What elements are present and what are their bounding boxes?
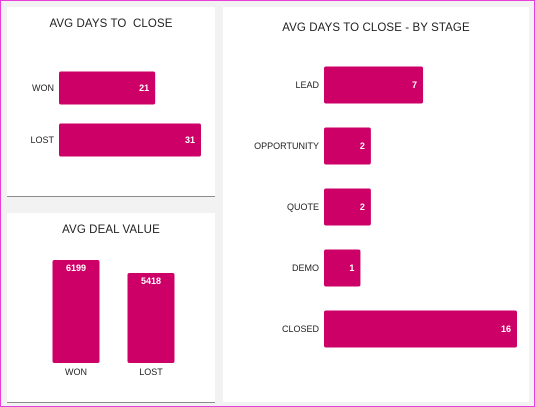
avg-days-by-stage-chart: LEAD 7 OPPORTUNITY 2 QUOTE 2 DEMO 1 CLOSED 16 (254, 66, 517, 348)
category-label-lead: LEAD (295, 80, 319, 90)
bar-quote (324, 188, 371, 226)
bar-lost (127, 272, 175, 363)
value-label-won: 21 (139, 83, 149, 93)
category-label-won: WON (65, 367, 87, 377)
bar-opportunity (324, 127, 371, 165)
avg-deal-value-chart: 6199 WON 5418 LOST (52, 260, 175, 377)
category-label-quote: QUOTE (287, 202, 319, 212)
bar-demo (324, 249, 361, 287)
avg-days-to-close-panel: AVG DAYS TO CLOSE WON 21 LOST 31 (7, 7, 215, 197)
value-label-closed: 16 (501, 324, 511, 334)
value-label-lost: 31 (185, 135, 195, 145)
value-label-lost: 5418 (141, 276, 161, 286)
value-label-won: 6199 (66, 263, 86, 273)
bar-lead (324, 66, 424, 104)
avg-deal-value-panel: AVG DEAL VALUE 6199 WON 5418 LOST (7, 213, 215, 403)
category-label-opportunity: OPPORTUNITY (254, 141, 319, 151)
avg-days-to-close-title: AVG DAYS TO CLOSE (49, 18, 173, 30)
category-label-lost: LOST (139, 367, 163, 377)
category-label-closed: CLOSED (282, 324, 320, 334)
value-label-lead: 7 (412, 80, 417, 90)
avg-days-by-stage-title: AVG DAYS TO CLOSE - BY STAGE (282, 22, 470, 34)
category-label-won: WON (32, 83, 54, 93)
value-label-quote: 2 (360, 202, 365, 212)
bar-lost (59, 123, 201, 157)
category-label-demo: DEMO (292, 263, 319, 273)
category-label-lost: LOST (30, 135, 54, 145)
avg-days-by-stage-panel: AVG DAYS TO CLOSE - BY STAGE LEAD 7 OPPORT… (223, 7, 529, 402)
value-label-opportunity: 2 (360, 141, 365, 151)
bar-won (59, 71, 156, 105)
bar-closed (324, 310, 517, 348)
value-label-demo: 1 (349, 263, 354, 273)
avg-deal-value-title: AVG DEAL VALUE (62, 224, 160, 236)
avg-days-to-close-chart: WON 21 LOST 31 (30, 71, 201, 157)
bar-won (52, 260, 100, 363)
